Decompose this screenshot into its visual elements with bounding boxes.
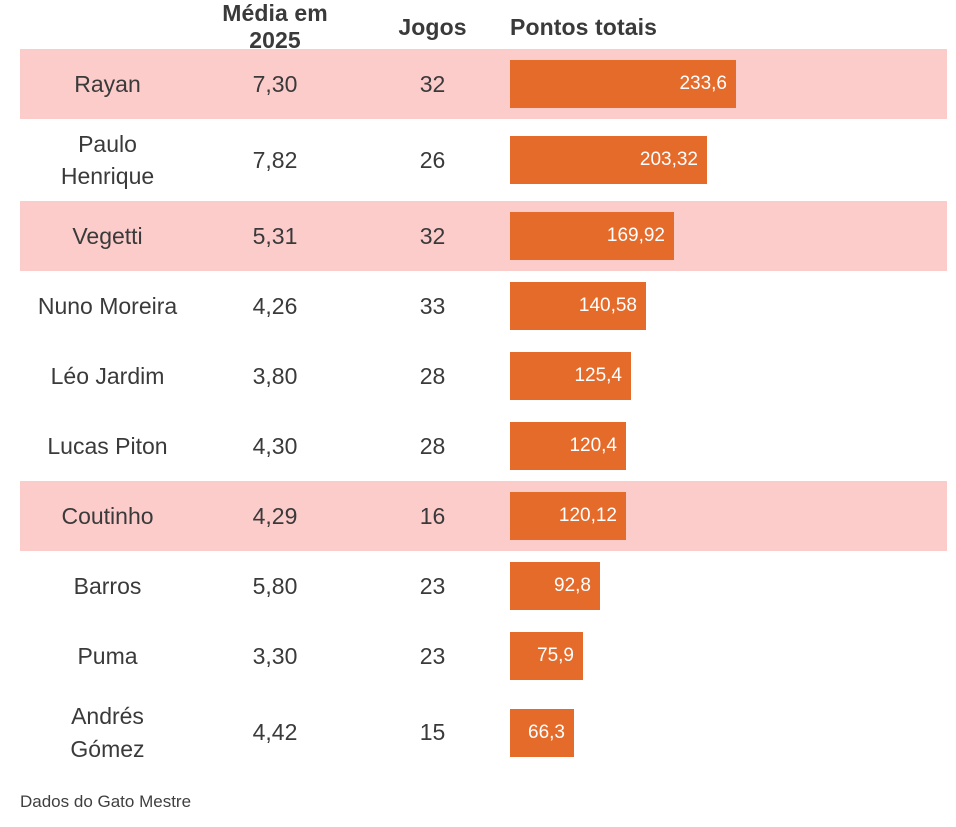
jogos-value: 15 (419, 719, 446, 746)
player-name: Coutinho (61, 503, 154, 530)
bar-cell: 203,32 (510, 119, 947, 201)
table-row: Nuno Moreira 4,26 33 140,58 (20, 271, 947, 341)
points-bar: 120,12 (510, 492, 626, 541)
media-value: 7,82 (252, 146, 298, 173)
media-value: 4,29 (252, 502, 298, 529)
media-value: 5,80 (252, 572, 298, 599)
source-note: Dados do Gato Mestre (20, 791, 192, 811)
player-name: Rayan (74, 70, 141, 97)
table-row: Vegetti 5,31 32 169,92 (20, 201, 947, 272)
media-value: 4,26 (252, 292, 298, 319)
table-row: Léo Jardim 3,80 28 125,4 (20, 341, 947, 411)
table-row: Coutinho 4,29 16 120,12 (20, 481, 947, 552)
jogos-value: 28 (419, 432, 446, 459)
jogos-value: 32 (419, 222, 446, 249)
header-pontos: Pontos totais (510, 13, 657, 40)
table-body: Rayan 7,30 32 233,6 Paulo Henrique 7,82 26 203,… (0, 49, 956, 774)
points-bar: 75,9 (510, 632, 583, 681)
player-name: Paulo Henrique (60, 131, 155, 190)
points-bar: 233,6 (510, 60, 736, 108)
table-row: Andrés Gómez 4,42 15 66,3 (20, 691, 947, 773)
bar-value-label: 92,8 (554, 575, 591, 597)
media-value: 5,31 (252, 222, 298, 249)
jogos-value: 32 (419, 70, 446, 97)
jogos-value: 26 (419, 146, 446, 173)
bar-value-label: 140,58 (578, 295, 637, 317)
media-value: 4,30 (252, 432, 298, 459)
table-row: Puma 3,30 23 75,9 (20, 621, 947, 691)
bar-cell: 120,4 (510, 411, 947, 481)
header-jogos: Jogos (398, 13, 467, 40)
jogos-value: 23 (419, 642, 446, 669)
jogos-value: 16 (419, 502, 446, 529)
player-name: Barros (73, 573, 142, 600)
bar-value-label: 233,6 (679, 73, 727, 94)
media-value: 7,30 (252, 70, 298, 97)
bar-cell: 233,6 (510, 49, 947, 119)
bar-cell: 120,12 (510, 481, 947, 551)
bar-value-label: 75,9 (537, 645, 574, 667)
jogos-value: 33 (419, 292, 446, 319)
table-header: Média em 2025 Jogos Pontos totais (20, 0, 947, 53)
points-bar: 125,4 (510, 352, 631, 401)
bar-cell: 125,4 (510, 341, 947, 411)
player-name: Léo Jardim (50, 363, 165, 390)
table-row: Barros 5,80 23 92,8 (20, 551, 947, 621)
media-value: 3,30 (252, 642, 298, 669)
bar-value-label: 66,3 (528, 721, 565, 743)
bar-cell: 66,3 (510, 691, 947, 773)
media-value: 3,80 (252, 362, 298, 389)
points-bar: 120,4 (510, 422, 626, 471)
bar-value-label: 125,4 (574, 365, 622, 387)
points-bar: 66,3 (510, 708, 574, 757)
points-bar: 140,58 (510, 282, 646, 331)
table-row: Paulo Henrique 7,82 26 203,32 (20, 119, 947, 201)
bar-value-label: 120,12 (558, 505, 617, 527)
player-name: Andrés Gómez (70, 703, 145, 762)
player-name: Lucas Piton (47, 433, 168, 460)
header-media: Média em 2025 (222, 0, 328, 53)
player-name: Vegetti (72, 223, 143, 250)
table-row: Lucas Piton 4,30 28 120,4 (20, 411, 947, 481)
bar-value-label: 169,92 (606, 225, 665, 247)
bar-value-label: 120,4 (569, 435, 617, 457)
player-name: Puma (77, 643, 138, 670)
points-bar: 92,8 (510, 562, 600, 611)
bar-cell: 140,58 (510, 271, 947, 341)
player-name: Nuno Moreira (37, 293, 178, 320)
points-bar: 203,32 (510, 136, 707, 185)
bar-value-label: 203,32 (639, 149, 698, 171)
jogos-value: 28 (419, 362, 446, 389)
table-row: Rayan 7,30 32 233,6 (20, 49, 947, 119)
bar-cell: 169,92 (510, 201, 947, 271)
media-value: 4,42 (252, 719, 298, 746)
jogos-value: 23 (419, 572, 446, 599)
bar-cell: 92,8 (510, 551, 947, 621)
bar-cell: 75,9 (510, 621, 947, 691)
points-bar: 169,92 (510, 212, 674, 261)
